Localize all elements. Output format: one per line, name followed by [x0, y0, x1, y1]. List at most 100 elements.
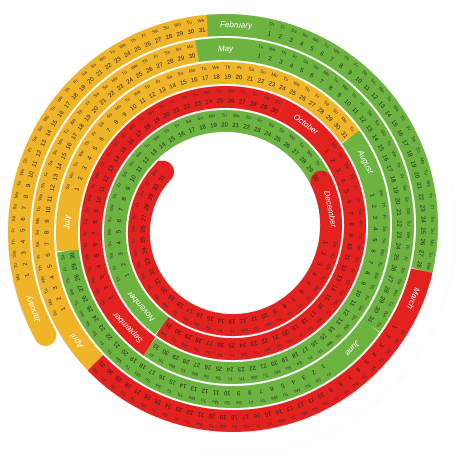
- weekday: Su: [274, 98, 281, 105]
- day-number: 20: [221, 122, 229, 128]
- weekday: Su: [94, 288, 101, 296]
- weekday: We: [343, 162, 351, 171]
- day-number: 5: [362, 358, 369, 365]
- day-number: 22: [257, 78, 265, 85]
- weekday: We: [356, 244, 362, 252]
- weekday: Tu: [124, 96, 132, 103]
- day-number: 21: [153, 276, 162, 285]
- weekday: Fr: [257, 118, 263, 124]
- weekday: Su: [332, 107, 340, 115]
- day-number: 14: [113, 155, 122, 164]
- day-number: 1: [124, 271, 131, 277]
- weekday: Fr: [228, 376, 233, 381]
- weekday: Sa: [430, 216, 435, 222]
- day-number: 16: [178, 130, 187, 139]
- weekday: Sa: [286, 338, 294, 345]
- weekday: Su: [192, 346, 199, 352]
- day-number: 18: [199, 124, 208, 132]
- weekday: We: [56, 95, 64, 104]
- weekday: Fr: [364, 294, 371, 301]
- weekday: We: [250, 374, 258, 380]
- day-number: 19: [219, 413, 227, 419]
- day-number: 30: [174, 326, 183, 335]
- weekday: Th: [375, 321, 382, 329]
- day-number: 30: [70, 251, 77, 259]
- weekday: Th: [259, 397, 266, 403]
- day-number: 24: [126, 77, 135, 86]
- weekday: Sa: [204, 349, 211, 355]
- weekday: We: [19, 168, 26, 176]
- day-number: 21: [270, 332, 279, 340]
- weekday: Su: [350, 314, 358, 322]
- weekday: Mo: [325, 263, 332, 271]
- weekday: Tu: [258, 44, 264, 50]
- month-band: [127, 160, 343, 337]
- day-number: 1: [368, 193, 375, 198]
- day-number: 29: [147, 192, 155, 201]
- weekday: Mo: [273, 369, 281, 376]
- weekday: Sa: [332, 241, 338, 248]
- day-number: 18: [138, 361, 147, 370]
- weekday: Fr: [173, 415, 179, 421]
- day-number: 12: [339, 263, 347, 272]
- weekday: Mo: [331, 299, 339, 307]
- weekday: We: [130, 63, 139, 71]
- day-number: 30: [152, 183, 161, 192]
- day-number: 5: [309, 46, 315, 53]
- weekday: Fr: [166, 387, 172, 393]
- weekday: We: [197, 18, 205, 24]
- weekday: We: [68, 287, 75, 296]
- weekday: We: [212, 65, 220, 71]
- day-number: 23: [174, 405, 183, 413]
- weekday: Th: [343, 54, 351, 61]
- weekday: Tu: [385, 95, 392, 103]
- day-number: 18: [405, 150, 413, 159]
- day-number: 16: [381, 154, 389, 163]
- day-number: 15: [180, 79, 189, 87]
- day-number: 2: [23, 261, 30, 266]
- day-number: 19: [280, 354, 289, 362]
- weekday: Th: [229, 328, 235, 333]
- weekday: Fr: [36, 253, 42, 258]
- day-number: 28: [165, 33, 174, 41]
- weekday: Tu: [131, 238, 137, 244]
- weekday: Fr: [248, 399, 253, 405]
- day-number: 29: [176, 31, 185, 39]
- weekday: Tu: [73, 299, 80, 306]
- weekday: Mo: [186, 43, 194, 49]
- day-number: 19: [79, 84, 88, 93]
- weekday: Mo: [429, 239, 434, 246]
- day-number: 27: [417, 249, 424, 257]
- weekday: We: [341, 83, 350, 91]
- day-number: 7: [289, 295, 296, 302]
- day-number: 8: [347, 222, 353, 226]
- day-number: 2: [278, 34, 283, 41]
- day-number: 10: [345, 242, 352, 250]
- day-number: 2: [329, 158, 336, 165]
- day-number: 28: [182, 356, 191, 364]
- weekday: Mo: [212, 399, 219, 405]
- day-number: 31: [339, 131, 348, 140]
- weekday: Th: [65, 277, 72, 284]
- weekday: Fr: [217, 327, 222, 332]
- weekday: Th: [304, 86, 312, 93]
- weekday: Sa: [286, 310, 294, 318]
- weekday: Mo: [139, 402, 147, 409]
- day-number: 14: [274, 407, 283, 415]
- weekday: Th: [399, 328, 406, 336]
- weekday: We: [37, 193, 43, 201]
- day-number: 6: [345, 200, 352, 205]
- day-number: 2: [78, 175, 85, 181]
- day-number: 3: [334, 168, 341, 174]
- weekday: Fr: [62, 266, 68, 272]
- day-number: 9: [336, 92, 343, 99]
- weekday: Sa: [355, 197, 361, 204]
- day-number: 21: [415, 182, 422, 190]
- weekday: Fr: [405, 125, 412, 132]
- weekday: Sa: [291, 28, 298, 35]
- day-number: 1: [24, 272, 31, 277]
- weekday: Fr: [91, 130, 98, 137]
- day-number: 16: [57, 109, 66, 118]
- weekday: Tu: [73, 160, 80, 167]
- weekday: Tu: [332, 77, 339, 84]
